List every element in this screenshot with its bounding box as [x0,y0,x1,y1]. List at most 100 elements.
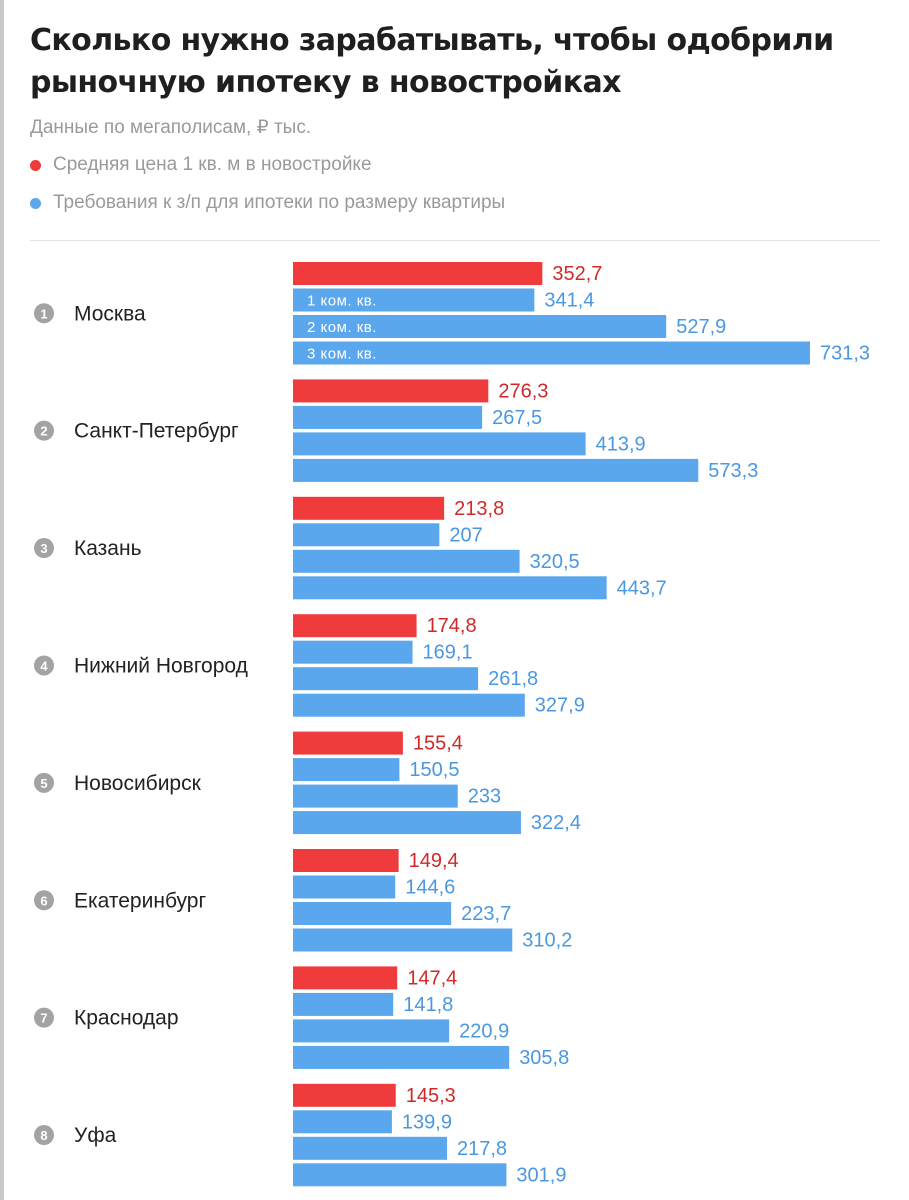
bar-value-label: 320,5 [530,551,580,573]
bar-value-label: 301,9 [516,1164,566,1186]
city-label: Санкт-Петербург [74,420,239,443]
bar [293,902,452,925]
bar-value-label: 149,4 [409,850,459,872]
rank-number: 7 [40,1011,47,1026]
rank-number: 1 [40,306,47,321]
bar-value-label: 305,8 [519,1047,569,1069]
bar [293,640,413,664]
bar [293,614,417,638]
bar [293,1045,510,1069]
bar [293,1163,507,1187]
city-group: 6 Екатеринбург 149,4 144,6 223,7 310,2 [34,849,572,952]
rank-badge [34,1125,54,1146]
bar [293,992,394,1016]
bar [293,379,489,403]
bar [293,875,396,899]
bar [293,549,520,573]
city-label: Нижний Новгород [74,654,248,677]
bar-value-label: 573,3 [708,460,758,482]
city-label: Москва [74,302,146,325]
bar [293,811,521,835]
rank-badge [34,420,54,441]
bar-room-label: 3 ком. кв. [307,346,377,363]
bar [293,1083,396,1107]
bar [293,784,458,808]
bar [293,288,535,312]
city-label: Уфа [74,1124,117,1147]
rank-badge [34,1007,54,1028]
rank-badge [34,772,54,793]
bar-value-label: 341,4 [544,290,594,312]
rank-badge [34,538,54,559]
rank-number: 6 [40,893,47,908]
bar-value-label: 527,9 [676,316,726,338]
bar [293,523,440,547]
city-group: 2 Санкт-Петербург 276,3 267,5 413,9 573,3 [34,379,758,482]
city-group: 7 Краснодар 147,4 141,8 220,9 305,8 [34,966,569,1069]
bar-value-label: 213,8 [454,498,504,520]
city-label: Екатеринбург [74,889,206,912]
bar-value-label: 144,6 [405,877,455,899]
bar-value-label: 322,4 [531,812,581,834]
bar-value-label: 145,3 [406,1085,456,1107]
bar-value-label: 233 [468,786,501,808]
bar-value-label: 147,4 [407,967,457,989]
rank-badge [34,655,54,676]
bar [293,758,400,782]
bar-room-label: 1 ком. кв. [307,293,377,310]
left-edge-rule [0,0,4,1200]
rank-badge [34,303,54,324]
bar [293,1110,392,1134]
rank-number: 3 [40,541,47,556]
bar [293,928,513,952]
legend-label-salary: Требования к з/п для ипотеки по размеру … [53,192,506,213]
bar [293,1019,450,1043]
bar [293,496,445,520]
city-group: 1 Москва 352,7 1 ком. кв. 341,4 2 ком. кв. 527… [34,262,870,365]
bar-value-label: 413,9 [596,433,646,455]
bar-value-label: 207 [449,524,482,546]
city-label: Казань [74,537,142,560]
bar [293,731,403,755]
bar-value-label: 174,8 [427,615,477,637]
rank-badge [34,890,54,911]
rank-number: 8 [40,1128,47,1143]
rank-number: 2 [40,424,47,439]
bar-value-label: 217,8 [457,1138,507,1160]
bar-value-label: 155,4 [413,733,463,755]
bar [293,849,399,872]
bar [293,315,667,338]
bar-value-label: 141,8 [403,994,453,1016]
bar-value-label: 169,1 [423,642,473,664]
chart-subtitle: Данные по мегаполисам, ₽ тыс. [30,117,312,138]
bar-value-label: 731,3 [820,343,870,365]
bar-value-label: 267,5 [492,407,542,429]
bar [293,458,699,482]
bar-value-label: 261,8 [488,668,538,690]
legend-item-price: Средняя цена 1 кв. м в новостройке [30,154,372,176]
bar-value-label: 352,7 [552,263,602,285]
legend-red-dot-icon [30,159,41,171]
bar [293,966,398,990]
rank-number: 5 [40,776,47,791]
city-group: 5 Новосибирск 155,4 150,5 233 322,4 [34,731,581,835]
bar [293,341,810,365]
header-divider [30,240,880,241]
bar [293,405,483,429]
bar [293,262,543,285]
city-group: 3 Казань 213,8 207 320,5 443,7 [34,496,667,600]
legend-item-salary: Требования к з/п для ипотеки по размеру … [30,192,505,214]
city-label: Краснодар [74,1007,179,1030]
legend-blue-dot-icon [30,197,41,209]
bar [293,432,586,456]
bar-value-label: 443,7 [617,577,667,599]
bar [293,576,607,600]
legend-label-price: Средняя цена 1 кв. м в новостройке [53,154,372,175]
chart-title: Сколько нужно зарабатывать, чтобы одобри… [30,23,834,100]
rank-number: 4 [40,658,48,673]
bar-value-label: 220,9 [459,1020,509,1042]
city-label: Новосибирск [74,772,202,795]
city-group: 4 Нижний Новгород 174,8 169,1 261,8 327,9 [34,614,585,717]
